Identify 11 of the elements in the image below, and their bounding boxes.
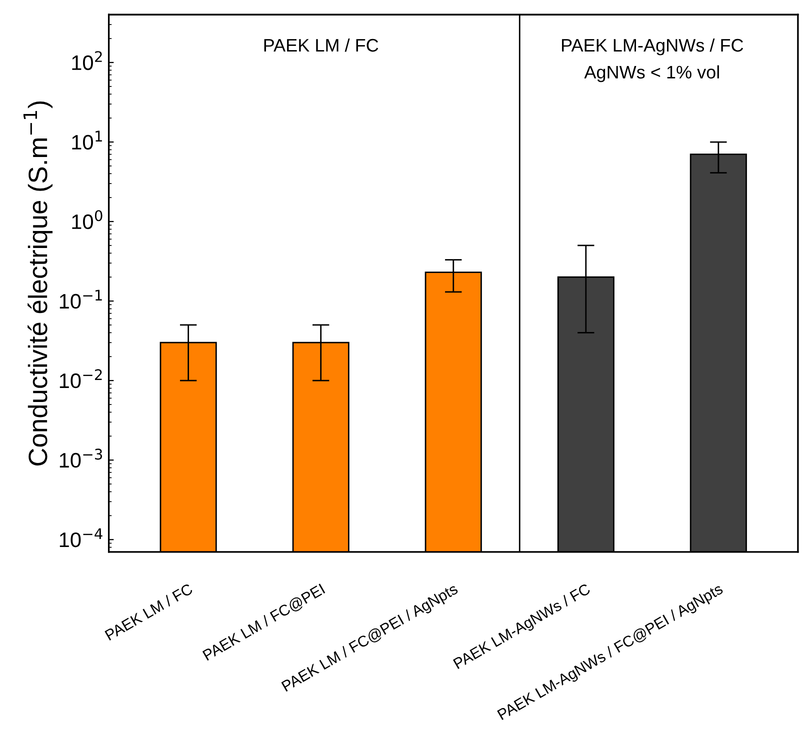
y-axis-title: Conductivité électrique (S.m$^{−1}$) (23, 101, 53, 466)
annotation: AgNWs < 1% vol (584, 65, 719, 82)
y-tick-label: 10$^{−3}$ (60, 448, 102, 468)
y-tick-label: 10$^{−4}$ (60, 528, 102, 548)
y-tick-label: 10$^{1}$ (72, 130, 102, 150)
annotation: PAEK LM / FC (264, 38, 378, 52)
y-tick-label: 10$^{−1}$ (60, 290, 102, 309)
y-tick-label: 10$^{−2}$ (60, 369, 102, 388)
y-tick-label: 10$^{0}$ (72, 210, 102, 230)
y-tick-label: 10$^{2}$ (72, 51, 102, 70)
annotation: PAEK LM-AgNWs / FC (562, 38, 744, 56)
